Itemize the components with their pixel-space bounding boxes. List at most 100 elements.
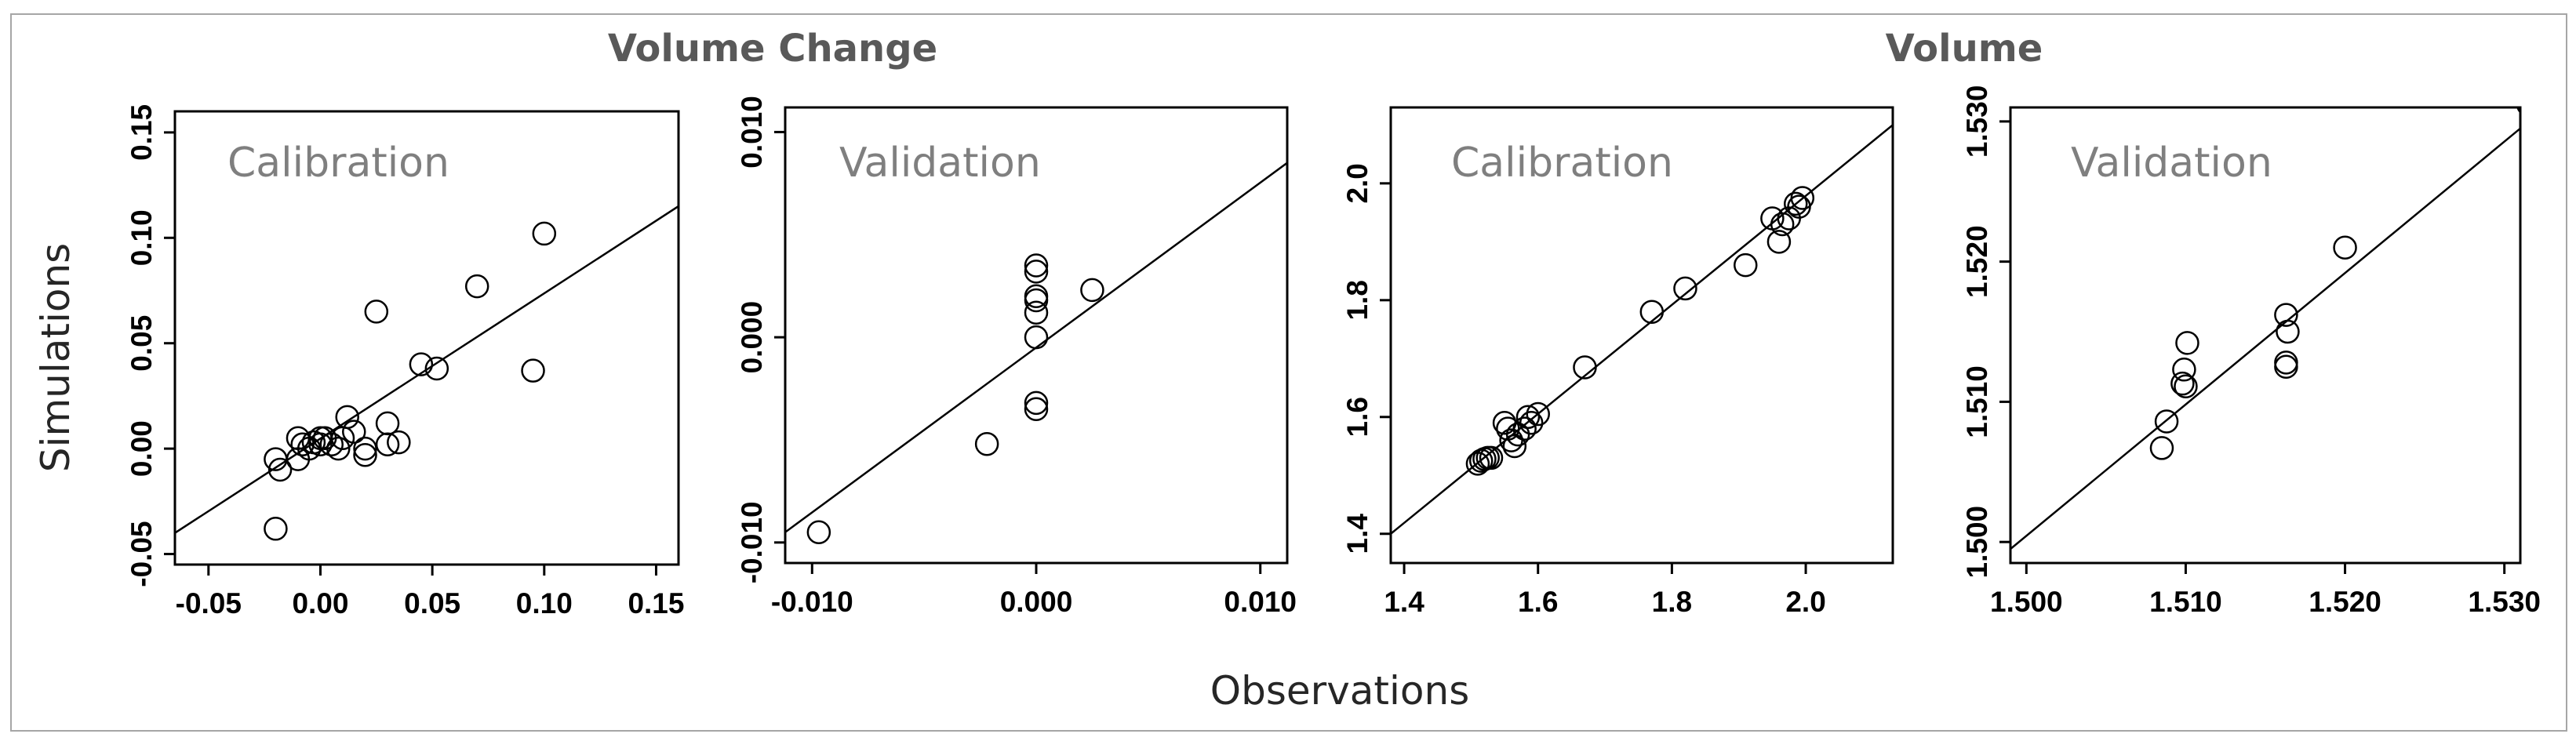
data-point bbox=[353, 442, 377, 467]
data-point bbox=[335, 405, 359, 430]
y-tick-label: 0.10 bbox=[126, 209, 158, 266]
data-point bbox=[1512, 416, 1537, 441]
x-tick-label: 0.010 bbox=[1224, 586, 1297, 618]
x-tick-label: 2.0 bbox=[1785, 586, 1825, 618]
data-point bbox=[1515, 405, 1541, 430]
panel-title: Validation bbox=[839, 140, 1041, 187]
data-point bbox=[2274, 303, 2298, 327]
data-point bbox=[353, 436, 377, 461]
data-point bbox=[2172, 358, 2196, 382]
y-tick-label: 0.010 bbox=[736, 96, 768, 169]
x-tick-label: 0.00 bbox=[292, 587, 348, 619]
data-point bbox=[1024, 253, 1049, 278]
data-point bbox=[974, 431, 999, 456]
data-point bbox=[2174, 374, 2198, 399]
data-point bbox=[532, 221, 557, 246]
panel-volume-change-validation: Validation -0.010 0.000 0.010 -0.010 0.000 0.… bbox=[736, 96, 1297, 618]
x-tick-label: 1.530 bbox=[2468, 586, 2541, 618]
group-title-volume-change: Volume Change bbox=[608, 27, 937, 71]
data-point bbox=[1766, 230, 1792, 254]
data-point bbox=[1024, 260, 1049, 284]
data-point bbox=[2333, 235, 2357, 260]
y-axis-title: Simulations bbox=[33, 243, 78, 472]
y-tick-label: 1.6 bbox=[1341, 397, 1374, 437]
data-point bbox=[1024, 284, 1049, 309]
data-point bbox=[267, 457, 293, 482]
x-tick-label: 0.10 bbox=[516, 587, 573, 619]
panel-volume-change-calibration: Calibration -0.05 0.00 0.05 0.10 0.15 -0.05 0.… bbox=[126, 104, 684, 619]
x-tick-label: 1.4 bbox=[1384, 586, 1424, 618]
y-tick-label: 1.4 bbox=[1341, 514, 1374, 554]
data-point bbox=[424, 356, 449, 381]
data-point bbox=[1784, 191, 1808, 216]
panel-title: Validation bbox=[2071, 140, 2272, 187]
panel-volume-calibration: Calibration 1.4 1.6 1.8 2.0 1.4 1.6 1.8 2.0 bbox=[1341, 106, 1894, 618]
panel-volume-validation: Validation 1.500 1.510 1.520 1.530 1.500 1.51… bbox=[1961, 85, 2541, 618]
data-point bbox=[1526, 401, 1550, 427]
y-tick-label: 0.15 bbox=[126, 104, 158, 161]
data-point bbox=[1024, 397, 1049, 421]
data-point bbox=[1573, 355, 1597, 380]
x-axis-title: Observations bbox=[1210, 668, 1470, 714]
data-point bbox=[2276, 319, 2300, 344]
data-point bbox=[1024, 325, 1049, 350]
y-tick-label: 0.00 bbox=[126, 420, 158, 477]
data-point bbox=[409, 352, 434, 376]
x-tick-label: 0.05 bbox=[404, 587, 460, 619]
y-tick-label: 1.520 bbox=[1961, 225, 1993, 298]
data-point bbox=[2170, 371, 2195, 396]
data-point bbox=[290, 432, 315, 457]
data-point bbox=[375, 432, 400, 457]
data-point bbox=[364, 300, 389, 324]
data-point bbox=[2149, 436, 2174, 460]
panel-title: Calibration bbox=[1451, 140, 1673, 187]
data-point bbox=[2274, 351, 2298, 375]
panel-title: Calibration bbox=[227, 140, 449, 187]
data-point bbox=[308, 432, 333, 457]
data-point bbox=[1673, 276, 1697, 301]
data-point bbox=[2175, 331, 2199, 355]
x-tick-label: 0.15 bbox=[628, 587, 684, 619]
data-point bbox=[1080, 278, 1104, 303]
data-point bbox=[326, 436, 351, 461]
y-tick-label: 1.530 bbox=[1961, 85, 1993, 158]
data-point bbox=[521, 358, 545, 383]
data-point bbox=[1502, 434, 1527, 459]
plot-area bbox=[1389, 106, 1894, 565]
data-point bbox=[464, 274, 489, 299]
figure-frame bbox=[10, 13, 2567, 732]
data-point bbox=[387, 430, 411, 455]
plot-area bbox=[173, 110, 680, 566]
fit-line bbox=[1391, 124, 1893, 535]
data-point bbox=[319, 432, 344, 457]
data-point bbox=[1024, 300, 1049, 325]
y-tick-label: 1.8 bbox=[1341, 280, 1374, 320]
data-point bbox=[1479, 445, 1504, 470]
data-point bbox=[1519, 410, 1544, 435]
x-tick-label: 1.6 bbox=[1518, 586, 1558, 618]
y-tick-label: 1.500 bbox=[1961, 506, 1993, 579]
data-point bbox=[264, 517, 288, 541]
x-tick-label: 1.520 bbox=[2309, 586, 2381, 618]
y-tick-label: 0.000 bbox=[736, 301, 768, 374]
y-tick-label: 1.510 bbox=[1961, 365, 1993, 438]
plot-area bbox=[2009, 106, 2522, 565]
y-tick-label: -0.05 bbox=[126, 521, 158, 587]
data-point bbox=[342, 420, 366, 444]
x-tick-label: 1.510 bbox=[2149, 586, 2222, 618]
data-point bbox=[1734, 252, 1758, 278]
data-point bbox=[1790, 186, 1815, 210]
x-tick-label: -0.05 bbox=[176, 587, 242, 619]
data-point bbox=[1024, 390, 1049, 416]
data-point bbox=[1639, 300, 1665, 324]
y-tick-label: -0.010 bbox=[736, 501, 768, 583]
x-tick-label: -0.010 bbox=[771, 586, 853, 618]
y-tick-label: 0.05 bbox=[126, 315, 158, 372]
y-tick-label: 2.0 bbox=[1341, 163, 1374, 203]
group-title-volume: Volume bbox=[1886, 27, 2043, 71]
x-tick-label: 1.8 bbox=[1652, 586, 1692, 618]
x-tick-label: 0.000 bbox=[1000, 586, 1073, 618]
data-point bbox=[2154, 409, 2179, 434]
x-tick-label: 1.500 bbox=[1990, 586, 2063, 618]
